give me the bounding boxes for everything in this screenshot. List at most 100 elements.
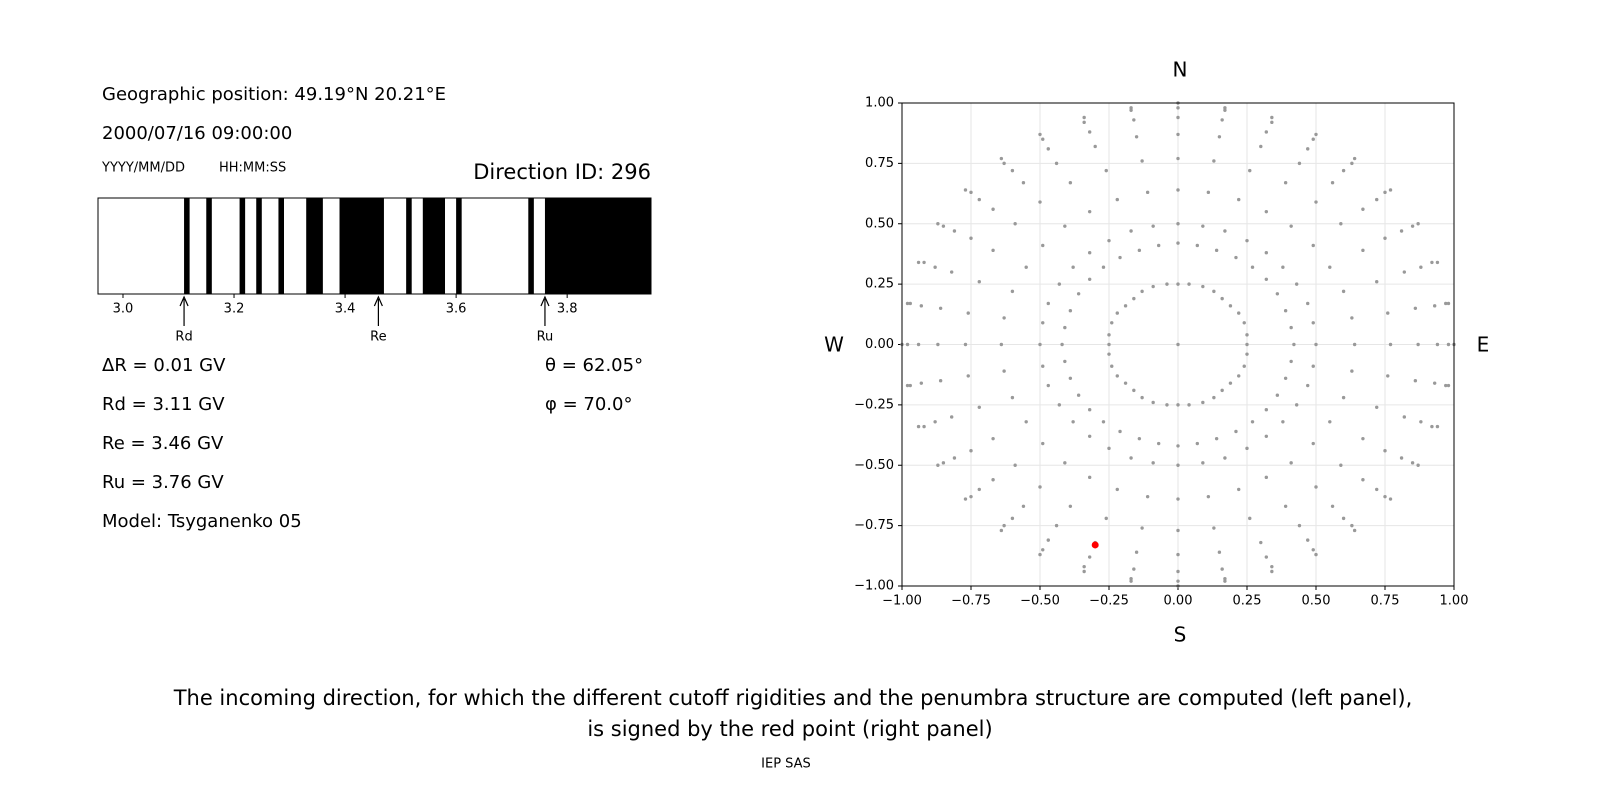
direction-point [1176, 463, 1180, 467]
direction-point [1176, 579, 1180, 583]
direction-point [1082, 115, 1086, 120]
direction-point [1242, 321, 1246, 325]
direction-point [1388, 497, 1393, 501]
direction-point [1242, 364, 1246, 368]
direction-point [1201, 461, 1205, 465]
direction-point [1264, 555, 1269, 559]
geo-position: Geographic position: 49.19°N 20.21°E [102, 84, 446, 105]
direction-point [1024, 420, 1028, 424]
direction-point [1435, 424, 1440, 429]
direction-point [1245, 342, 1249, 347]
direction-point [1220, 388, 1224, 393]
direction-point [1297, 161, 1302, 166]
direction-point [966, 374, 970, 378]
y-tick-label: 0.25 [865, 277, 894, 292]
direction-point [1289, 325, 1293, 330]
direction-point [963, 497, 968, 501]
y-tick-label: 0.00 [865, 337, 894, 352]
compass-south: S [1174, 623, 1187, 647]
direction-point [1259, 144, 1263, 149]
direction-point [1283, 180, 1288, 185]
direction-point [908, 301, 912, 306]
direction-point [1087, 130, 1092, 134]
direction-point [1250, 265, 1255, 269]
direction-point [1234, 429, 1238, 434]
direction-point [1314, 132, 1318, 137]
direction-point [1341, 516, 1346, 521]
direction-point [949, 415, 954, 419]
direction-point [1237, 197, 1241, 202]
marker-name: Re [370, 330, 386, 345]
x-tick-label: 3.0 [113, 302, 134, 317]
direction-point [1264, 434, 1269, 438]
direction-point [977, 405, 981, 409]
direction-point [1110, 364, 1114, 368]
direction-point [1432, 381, 1437, 385]
direction-point [1314, 200, 1318, 204]
direction-point [1063, 325, 1067, 330]
direction-point [1237, 374, 1241, 378]
direction-point [1201, 224, 1205, 228]
direction-point [1245, 446, 1249, 451]
direction-point [966, 311, 970, 315]
direction-point [1071, 420, 1075, 424]
direction-point [1176, 282, 1180, 286]
direction-point [1046, 147, 1050, 151]
direction-point [1328, 420, 1332, 424]
direction-point [1101, 265, 1106, 269]
direction-point [1176, 569, 1180, 574]
direction-point [1399, 456, 1404, 460]
direction-point [1132, 388, 1136, 393]
direction-point [1375, 197, 1379, 202]
direction-point [1383, 494, 1387, 499]
direction-point [1446, 301, 1451, 306]
x-tick-label: 3.2 [224, 302, 245, 317]
direction-point [1223, 108, 1227, 112]
direction-point [1352, 156, 1357, 161]
direction-point [1002, 369, 1006, 373]
direction-point [1212, 395, 1216, 400]
penumbra-band [339, 198, 384, 294]
direction-point [1352, 528, 1357, 533]
direction-point [1151, 400, 1155, 405]
direction-point [1402, 415, 1407, 419]
direction-point [1388, 188, 1393, 192]
direction-point [1038, 342, 1042, 347]
direction-point [1419, 265, 1423, 269]
date-time: 2000/07/16 09:00:00 [102, 123, 292, 144]
direction-point [1306, 383, 1310, 388]
direction-point [936, 222, 940, 226]
direction-point [916, 424, 921, 429]
direction-point [1087, 475, 1092, 480]
direction-point [1165, 282, 1169, 286]
direction-point [1195, 243, 1200, 248]
direction-point [905, 383, 910, 388]
direction-point [1228, 304, 1233, 308]
y-tick-label: 1.00 [865, 96, 894, 111]
direction-point [1264, 130, 1269, 134]
compass-north: N [1173, 58, 1188, 82]
direction-point [1165, 403, 1169, 407]
direction-point [1212, 159, 1216, 163]
direction-point [977, 197, 981, 202]
direction-point [1311, 548, 1315, 552]
x-tick-label: 3.4 [335, 302, 356, 317]
direction-point [1217, 550, 1222, 554]
penumbra-band [422, 198, 446, 294]
direction-point [1446, 383, 1451, 388]
direction-point [1289, 224, 1293, 228]
direction-point [1176, 132, 1180, 137]
direction-point [1383, 449, 1387, 453]
direction-point [1010, 516, 1015, 521]
direction-point [905, 342, 910, 347]
direction-point [1082, 120, 1086, 125]
direction-point [916, 260, 921, 265]
direction-point [1388, 342, 1393, 347]
direction-point [1054, 161, 1059, 166]
marker-name: Ru [537, 330, 554, 345]
direction-point [1223, 229, 1227, 233]
direction-point [1046, 301, 1050, 306]
direction-point [1350, 161, 1354, 166]
direction-point [1386, 311, 1390, 315]
direction-point [1330, 504, 1335, 509]
